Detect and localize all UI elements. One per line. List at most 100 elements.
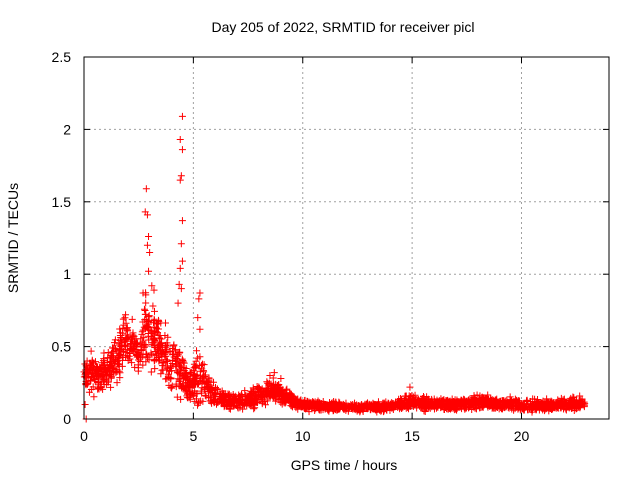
data-point <box>83 380 91 388</box>
data-point <box>515 399 523 407</box>
axis-ticks: 0 0.5 1 1.5 2 2.5 0 5 10 15 20 <box>52 49 609 444</box>
data-point <box>161 347 169 355</box>
data-point <box>286 397 294 405</box>
data-point-outlier <box>266 372 274 380</box>
data-point <box>117 333 125 341</box>
data-point <box>119 354 127 362</box>
data-point <box>193 371 201 379</box>
data-point-outlier <box>119 315 127 323</box>
data-point <box>133 351 141 359</box>
data-point <box>172 355 180 363</box>
data-point <box>343 405 351 413</box>
data-point-outlier <box>177 240 185 248</box>
data-point <box>191 387 199 395</box>
data-point <box>180 363 188 371</box>
data-point <box>140 343 148 351</box>
data-point <box>282 392 290 400</box>
x-tick-label: 15 <box>404 428 420 444</box>
data-point <box>123 335 131 343</box>
data-points <box>80 112 589 423</box>
data-point <box>174 375 182 383</box>
data-point <box>118 356 126 364</box>
data-point <box>522 398 530 406</box>
y-tick-label: 0.5 <box>52 339 72 355</box>
data-point <box>196 353 204 361</box>
data-point <box>211 395 219 403</box>
data-point <box>171 347 179 355</box>
data-point <box>104 349 112 357</box>
data-point <box>136 357 144 365</box>
data-point <box>541 398 549 406</box>
data-point <box>201 391 209 399</box>
data-point <box>159 358 167 366</box>
data-point <box>184 382 192 390</box>
data-point <box>168 384 176 392</box>
data-point <box>83 365 91 373</box>
data-point <box>168 359 176 367</box>
data-point <box>331 406 339 414</box>
data-point-outlier <box>178 217 186 225</box>
data-point-outlier <box>174 299 182 307</box>
data-point <box>516 403 524 411</box>
data-point <box>580 401 588 409</box>
data-point <box>199 374 207 382</box>
data-point-outlier <box>146 248 154 256</box>
data-point <box>191 375 199 383</box>
data-point <box>468 405 476 413</box>
data-point <box>121 314 129 322</box>
data-point <box>145 336 153 344</box>
data-point <box>265 379 273 387</box>
data-point <box>253 396 261 404</box>
data-point <box>163 345 171 353</box>
data-point <box>128 315 136 323</box>
data-point <box>380 402 388 410</box>
data-point <box>553 402 561 410</box>
data-point <box>243 399 251 407</box>
data-point <box>201 383 209 391</box>
data-point <box>410 401 418 409</box>
data-point <box>172 361 180 369</box>
data-point <box>170 341 178 349</box>
data-point <box>153 346 161 354</box>
data-point <box>100 380 108 388</box>
data-point <box>262 401 270 409</box>
data-point <box>490 404 498 412</box>
data-point <box>198 378 206 386</box>
data-point <box>207 394 215 402</box>
data-point <box>191 397 199 405</box>
data-point <box>157 335 165 343</box>
data-point <box>134 352 142 360</box>
chart-title: Day 205 of 2022, SRMTID for receiver pic… <box>212 19 475 35</box>
data-point <box>117 342 125 350</box>
data-point <box>99 374 107 382</box>
data-point <box>404 399 412 407</box>
data-point <box>143 351 151 359</box>
data-point <box>212 384 220 392</box>
data-point-outlier <box>178 257 186 265</box>
data-point <box>116 325 124 333</box>
data-point-outlier <box>81 401 89 409</box>
data-point <box>409 393 417 401</box>
data-point <box>184 390 192 398</box>
data-point <box>186 395 194 403</box>
data-point <box>88 367 96 375</box>
data-point <box>94 384 102 392</box>
data-point <box>485 401 493 409</box>
data-point <box>271 393 279 401</box>
data-point-outlier <box>177 172 185 180</box>
data-point <box>401 402 409 410</box>
data-point <box>282 395 290 403</box>
data-point <box>126 340 134 348</box>
data-point <box>202 392 210 400</box>
data-point-outlier <box>176 176 184 184</box>
data-point <box>297 403 305 411</box>
data-point <box>198 365 206 373</box>
data-point-outlier <box>196 325 204 333</box>
data-point <box>417 402 425 410</box>
data-point <box>163 366 171 374</box>
data-point <box>398 404 406 412</box>
data-point <box>462 399 470 407</box>
data-point <box>272 397 280 405</box>
data-point <box>279 387 287 395</box>
